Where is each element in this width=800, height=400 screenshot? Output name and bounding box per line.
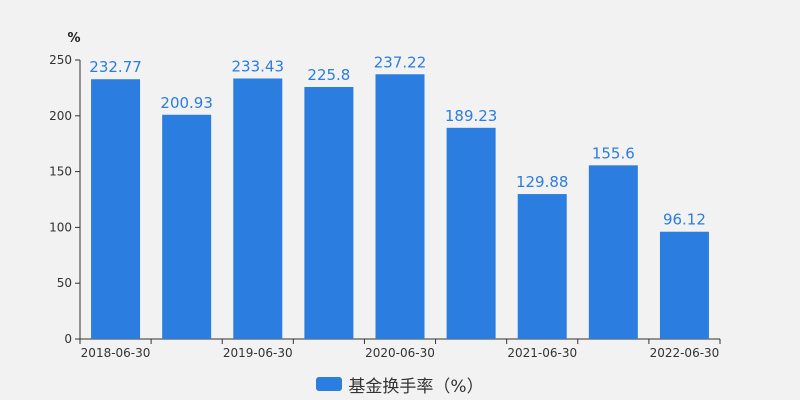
x-tick-label: 2021-06-30 xyxy=(507,346,577,360)
x-tick-label: 2022-06-30 xyxy=(650,346,720,360)
bar[interactable] xyxy=(446,127,496,339)
x-tick-label: 2020-06-30 xyxy=(365,346,435,360)
bar[interactable] xyxy=(233,78,283,339)
legend-item[interactable]: 基金换手率（%） xyxy=(316,372,484,397)
bar[interactable] xyxy=(588,165,638,339)
bar-value-label: 225.8 xyxy=(307,66,350,84)
bar[interactable] xyxy=(304,87,354,339)
bar-value-label: 129.88 xyxy=(516,173,569,191)
bar-value-label: 233.43 xyxy=(232,57,285,75)
bar[interactable] xyxy=(91,79,141,339)
x-tick-label: 2019-06-30 xyxy=(223,346,293,360)
bar-value-label: 200.93 xyxy=(160,94,213,112)
y-tick-label: 50 xyxy=(57,276,72,290)
bar-value-label: 96.12 xyxy=(663,211,706,229)
y-axis-unit-label: % xyxy=(67,31,80,46)
legend[interactable]: 基金换手率（%） xyxy=(0,372,800,397)
y-tick-label: 200 xyxy=(49,109,72,123)
bar[interactable] xyxy=(375,74,425,339)
y-tick-label: 0 xyxy=(64,332,72,346)
bar[interactable] xyxy=(162,114,212,340)
y-tick-label: 150 xyxy=(49,165,72,179)
y-tick-label: 100 xyxy=(49,220,72,234)
bar[interactable] xyxy=(659,231,709,339)
bar[interactable] xyxy=(517,194,567,339)
legend-label: 基金换手率（%） xyxy=(348,376,484,397)
bar-value-label: 232.77 xyxy=(89,58,142,76)
bar-value-label: 155.6 xyxy=(592,144,635,162)
bar-value-label: 237.22 xyxy=(374,53,427,71)
y-tick-label: 250 xyxy=(49,53,72,67)
legend-swatch xyxy=(316,377,343,391)
bar-value-label: 189.23 xyxy=(445,107,498,125)
x-tick-label: 2018-06-30 xyxy=(81,346,151,360)
